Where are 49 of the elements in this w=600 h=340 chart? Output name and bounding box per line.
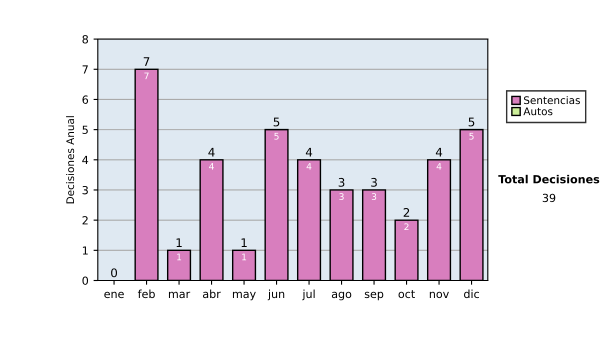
total-label: 4 xyxy=(436,148,442,156)
y-tick-label: 2 xyxy=(82,216,88,224)
x-tick-label: ene xyxy=(104,292,124,298)
data-label: 5 xyxy=(274,132,279,140)
total-label: 1 xyxy=(176,238,182,247)
y-tick-label: 3 xyxy=(82,186,88,194)
y-tick-label: 6 xyxy=(82,95,88,104)
x-tick-label: feb xyxy=(138,290,155,298)
total-label: 4 xyxy=(208,148,215,156)
y-tick-label: 4 xyxy=(82,156,88,164)
x-tick-label: abr xyxy=(203,290,221,298)
y-axis-title: Decisiones Anual xyxy=(66,116,74,204)
data-label: 1 xyxy=(177,254,182,260)
data-label: 4 xyxy=(209,163,214,170)
y-tick-label: 0 xyxy=(82,276,88,285)
total-label: 4 xyxy=(306,148,312,156)
total-label: 3 xyxy=(371,178,377,187)
data-label: 3 xyxy=(339,193,344,200)
x-tick-label: mar xyxy=(168,292,190,298)
total-label: 1 xyxy=(242,238,247,247)
data-label: 4 xyxy=(436,163,442,170)
y-tick-label: 5 xyxy=(82,126,88,134)
total-label: 3 xyxy=(338,178,344,187)
total-label: 2 xyxy=(404,208,410,217)
data-label: 2 xyxy=(404,223,409,230)
y-tick-label: 1 xyxy=(82,246,88,255)
data-label: 1 xyxy=(242,254,246,260)
x-tick-label: oct xyxy=(398,290,415,298)
text: Total Decisiones xyxy=(498,174,600,184)
legend-label: Sentencias xyxy=(524,96,580,104)
x-tick-label: jul xyxy=(302,290,315,300)
x-tick-label: nov xyxy=(430,292,449,298)
text: 39 xyxy=(542,194,556,202)
total-label: 7 xyxy=(144,57,150,66)
y-tick-label: 7 xyxy=(82,65,88,74)
data-label: 3 xyxy=(372,193,376,200)
data-label: 7 xyxy=(144,72,149,80)
total-label: 5 xyxy=(274,118,280,126)
x-tick-label: dic xyxy=(464,290,479,298)
data-label: 4 xyxy=(306,163,312,170)
legend-label: Autos xyxy=(523,108,552,116)
x-tick-label: jun xyxy=(268,290,284,300)
data-label: 5 xyxy=(469,132,474,140)
y-tick-label: 8 xyxy=(82,35,88,44)
x-tick-label: ago xyxy=(332,292,352,300)
total-label: 0 xyxy=(111,268,118,278)
x-tick-label: sep xyxy=(364,292,384,300)
x-tick-label: may xyxy=(232,292,256,300)
total-label: 5 xyxy=(468,118,474,126)
